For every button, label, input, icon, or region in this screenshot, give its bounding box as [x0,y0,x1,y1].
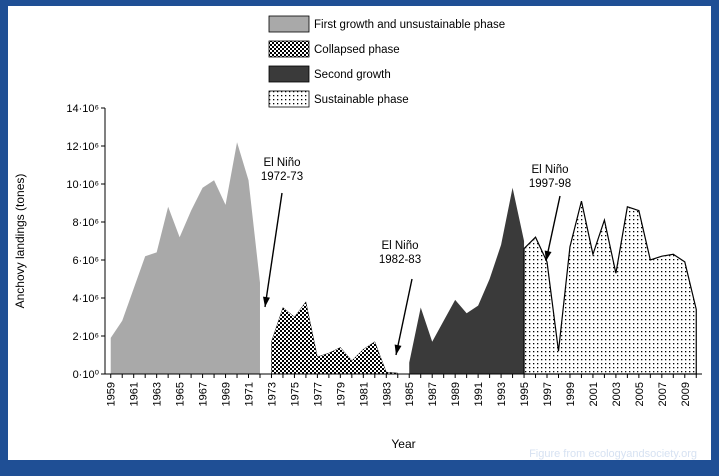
legend-label-4: Sustainable phase [314,94,409,106]
area-series-4 [523,200,697,375]
x-tick-label: 1965 [175,382,187,406]
y-axis-title: Anchovy landings (tones) [13,174,27,309]
y-tick-label: 8·10⁶ [72,217,99,229]
x-tick-label: 1969 [221,382,233,406]
legend-label-2: Collapsed phase [314,44,400,56]
annotation-arrow-head [263,296,270,307]
x-tick-label: 1981 [358,382,370,406]
area-series-1 [110,142,260,374]
x-tick-label: 1985 [404,382,416,406]
x-tick-label: 1961 [129,382,141,406]
y-tick-label: 2·10⁶ [72,331,99,343]
x-tick-label: 1977 [312,382,324,406]
y-tick-label: 6·10⁶ [72,255,99,267]
x-tick-label: 1979 [335,382,347,406]
chart-panel: 0·10⁰ 2·10⁶ 4·10⁶ 6·10⁶ 8·10⁶ 10·10⁶ 12·10⁶ 14·… [8,6,711,460]
el-nino-annotation-title: El Niño [531,164,568,176]
legend-label-3: Second growth [314,69,391,81]
x-tick-label: 1959 [106,382,118,406]
anchovy-landings-chart: 0·10⁰ 2·10⁶ 4·10⁶ 6·10⁶ 8·10⁶ 10·10⁶ 12·10⁶ 14·… [13,15,702,451]
x-tick-label: 1995 [519,382,531,406]
legend-swatch-2 [268,40,310,58]
x-tick-label: 1989 [450,382,462,406]
legend-swatch-4 [268,90,310,108]
figure-credit: Figure from ecologyandsociety.org [529,448,697,460]
x-tick-label: 1983 [381,382,393,406]
x-axis-title: Year [391,437,415,451]
y-tick-label: 14·10⁶ [66,103,99,115]
x-tick-label: 1967 [198,382,210,406]
x-tick-label: 1999 [565,382,577,406]
area-series-2 [271,301,398,375]
x-tick-label: 1993 [496,382,508,406]
x-tick-label: 2007 [657,382,669,406]
el-nino-annotation-years: 1997-98 [529,178,571,190]
y-tick-label: 4·10⁶ [72,293,99,305]
legend-swatch-1 [268,15,310,33]
area-series-3 [409,187,525,374]
legend-label-1: First growth and unsustainable phase [314,19,505,31]
annotation-arrow-head [544,250,552,261]
el-nino-annotation-title: El Niño [381,240,418,252]
el-nino-annotation-years: 1972-73 [261,171,303,183]
x-tick-label: 2003 [611,382,623,406]
annotation-arrow-shaft [264,192,283,308]
x-tick-label: 1963 [152,382,164,406]
x-tick-label: 2005 [634,382,646,406]
x-tick-label: 2001 [588,382,600,406]
x-tick-label: 1973 [266,382,278,406]
annotation-arrow-shaft [545,195,561,262]
x-tick-label: 1971 [244,382,256,406]
annotation-arrow-shaft [395,278,413,356]
x-tick-label: 1991 [473,382,485,406]
el-nino-annotation-years: 1982-83 [379,254,421,266]
x-tick-label: 1997 [542,382,554,406]
x-tick-label: 1987 [427,382,439,406]
legend-swatch-3 [268,65,310,83]
y-tick-label: 10·10⁶ [66,179,99,191]
annotation-arrow-head [394,344,402,355]
x-tick-label: 1975 [289,382,301,406]
y-tick-label: 0·10⁰ [73,369,100,381]
y-tick-label: 12·10⁶ [66,141,99,153]
x-tick-label: 2009 [680,382,692,406]
el-nino-annotation-title: El Niño [263,157,300,169]
